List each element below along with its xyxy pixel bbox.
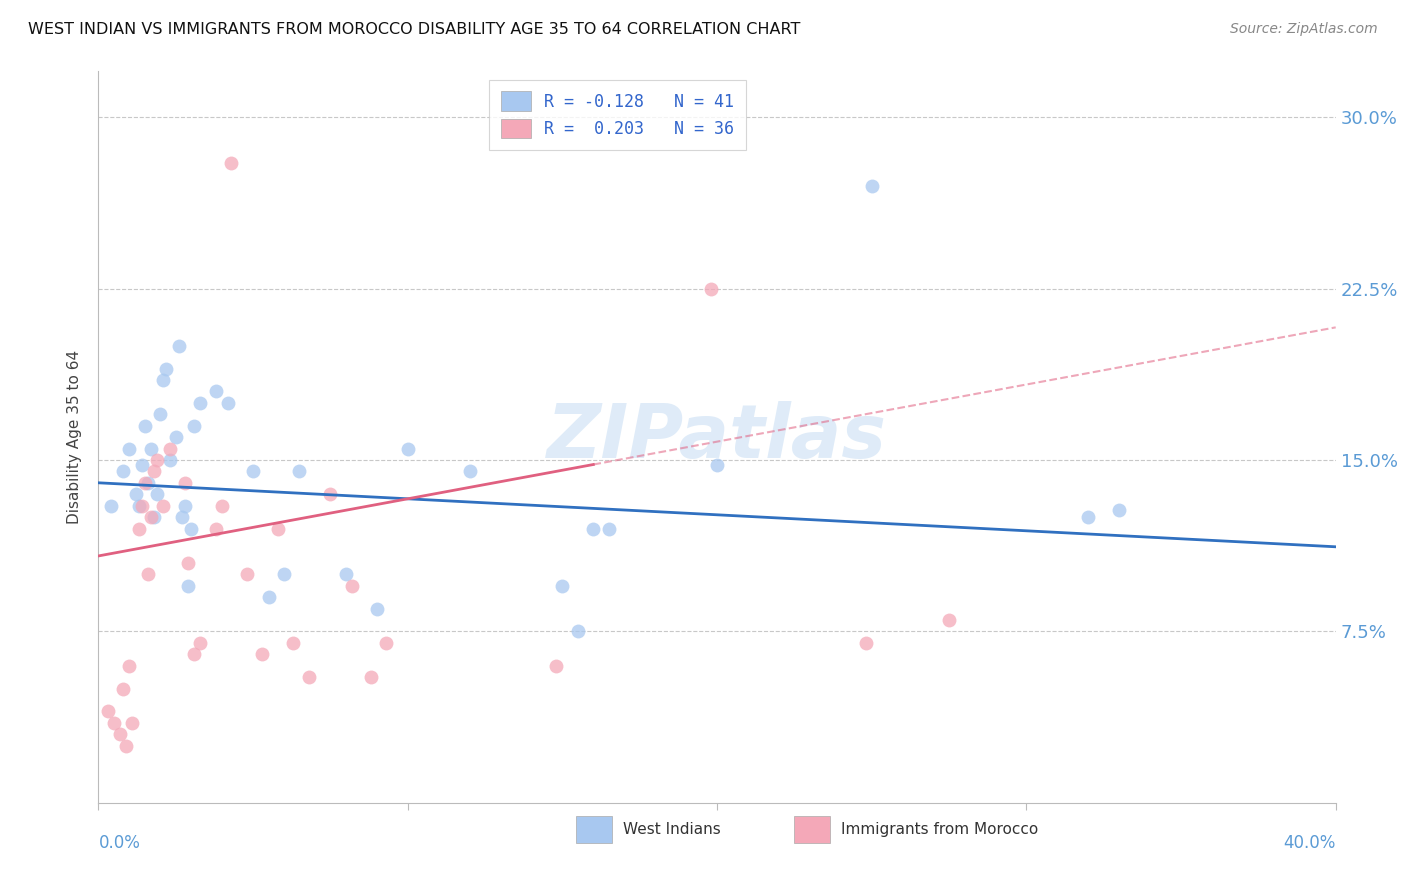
Point: [159, 453, 181, 467]
Point: [267, 521, 290, 535]
Point: [205, 384, 228, 399]
Point: [155, 361, 177, 376]
Text: 40.0%: 40.0%: [1284, 834, 1336, 852]
Point: [340, 579, 363, 593]
Point: [1108, 503, 1130, 517]
Point: [100, 499, 122, 513]
Point: [165, 430, 187, 444]
Point: [131, 458, 153, 472]
Point: [124, 487, 146, 501]
Point: [860, 178, 883, 193]
Point: [134, 418, 156, 433]
Point: [288, 464, 311, 478]
Point: [177, 556, 200, 570]
Y-axis label: Disability Age 35 to 64: Disability Age 35 to 64: [67, 350, 83, 524]
Point: [211, 499, 233, 513]
Point: [97, 705, 120, 719]
Point: [567, 624, 589, 639]
Point: [190, 636, 212, 650]
Point: [115, 739, 138, 753]
Text: Source: ZipAtlas.com: Source: ZipAtlas.com: [1230, 22, 1378, 37]
Point: [236, 567, 259, 582]
Point: [598, 521, 620, 535]
Point: [136, 567, 159, 582]
Point: [118, 442, 141, 456]
Point: [121, 715, 143, 730]
Point: [170, 510, 193, 524]
Point: [167, 338, 190, 352]
Text: WEST INDIAN VS IMMIGRANTS FROM MOROCCO DISABILITY AGE 35 TO 64 CORRELATION CHART: WEST INDIAN VS IMMIGRANTS FROM MOROCCO D…: [28, 22, 800, 37]
Point: [396, 442, 419, 456]
Point: [360, 670, 382, 684]
Point: [131, 499, 153, 513]
Point: [136, 475, 159, 490]
Point: [149, 407, 172, 421]
Text: Immigrants from Morocco: Immigrants from Morocco: [841, 822, 1038, 837]
Point: [458, 464, 481, 478]
Point: [103, 715, 125, 730]
Point: [146, 487, 169, 501]
Point: [319, 487, 342, 501]
Point: [112, 681, 135, 696]
Point: [146, 453, 169, 467]
Point: [366, 601, 388, 615]
Point: [177, 579, 200, 593]
Point: [205, 521, 228, 535]
Point: [283, 636, 305, 650]
Point: [183, 418, 205, 433]
Point: [938, 613, 960, 627]
Point: [706, 458, 728, 472]
Point: [134, 475, 156, 490]
Text: 0.0%: 0.0%: [98, 834, 141, 852]
Point: [298, 670, 321, 684]
Point: [180, 521, 202, 535]
Point: [108, 727, 131, 741]
Point: [139, 442, 162, 456]
Point: [152, 499, 174, 513]
Point: [273, 567, 295, 582]
Point: [217, 396, 239, 410]
Text: West Indians: West Indians: [623, 822, 721, 837]
Text: ZIPatlas: ZIPatlas: [547, 401, 887, 474]
Legend: R = -0.128   N = 41, R =  0.203   N = 36: R = -0.128 N = 41, R = 0.203 N = 36: [489, 79, 745, 150]
Point: [257, 590, 280, 604]
Point: [128, 521, 150, 535]
Point: [335, 567, 357, 582]
Point: [112, 464, 135, 478]
Point: [855, 636, 877, 650]
Point: [551, 579, 574, 593]
Point: [221, 155, 243, 169]
Point: [118, 658, 141, 673]
Point: [139, 510, 162, 524]
Point: [375, 636, 398, 650]
Point: [152, 373, 174, 387]
Point: [190, 396, 212, 410]
Point: [582, 521, 605, 535]
Point: [546, 658, 568, 673]
Point: [159, 442, 181, 456]
Point: [174, 499, 197, 513]
Point: [700, 281, 723, 295]
Point: [183, 647, 205, 661]
Point: [252, 647, 274, 661]
Point: [242, 464, 264, 478]
Point: [128, 499, 150, 513]
Point: [174, 475, 197, 490]
Point: [143, 510, 166, 524]
Point: [1077, 510, 1099, 524]
Point: [143, 464, 166, 478]
